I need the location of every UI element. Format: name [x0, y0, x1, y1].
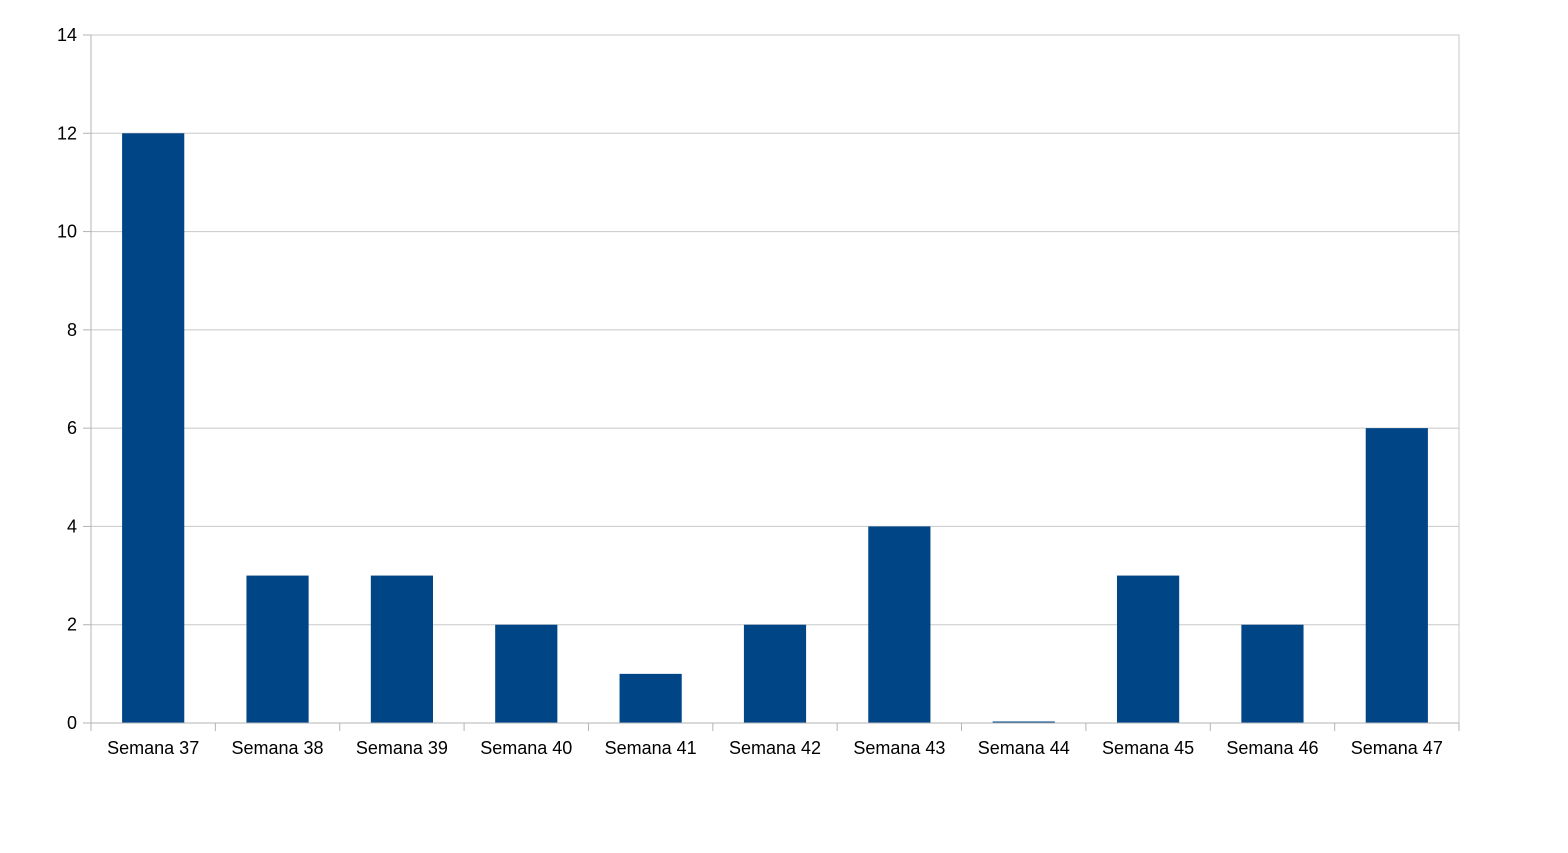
x-tick-label: Semana 37 [107, 738, 199, 758]
x-tick-labels: Semana 37 Semana 38 Semana 39 Semana 40 Sema… [107, 738, 1443, 758]
bar-semana-45 [1117, 575, 1180, 723]
x-tick-label: Semana 46 [1226, 738, 1318, 758]
bar-semana-37 [122, 133, 185, 724]
y-tick-label: 10 [57, 222, 77, 242]
bar-semana-43 [868, 526, 931, 723]
x-tick-label: Semana 45 [1102, 738, 1194, 758]
y-tick-label: 12 [57, 123, 77, 143]
bar-semana-38 [246, 575, 309, 723]
y-tick-label: 4 [67, 516, 77, 536]
x-tick-label: Semana 39 [356, 738, 448, 758]
x-tick-label: Semana 43 [853, 738, 945, 758]
axes [83, 34, 1460, 731]
bar-semana-42 [743, 624, 807, 723]
x-tick-label: Semana 41 [605, 738, 697, 758]
x-tick-label: Semana 38 [232, 738, 324, 758]
bars [122, 133, 1428, 724]
bar-semana-41 [619, 673, 682, 723]
bar-semana-47 [1365, 428, 1428, 723]
x-tick-label: Semana 42 [729, 738, 821, 758]
bar-semana-40 [495, 624, 558, 723]
y-tick-label: 14 [57, 25, 77, 45]
y-tick-label: 6 [67, 418, 77, 438]
x-tick-label: Semana 47 [1351, 738, 1443, 758]
bar-semana-44 [992, 721, 1055, 723]
bar-semana-46 [1241, 624, 1304, 723]
x-tick-label: Semana 40 [480, 738, 572, 758]
y-tick-label: 2 [67, 615, 77, 635]
y-tick-label: 8 [67, 320, 77, 340]
y-tick-label: 0 [67, 713, 77, 733]
bar-semana-39 [370, 575, 433, 723]
x-tick-label: Semana 44 [978, 738, 1070, 758]
y-tick-labels: 0 2 4 6 8 10 12 14 [57, 25, 77, 733]
